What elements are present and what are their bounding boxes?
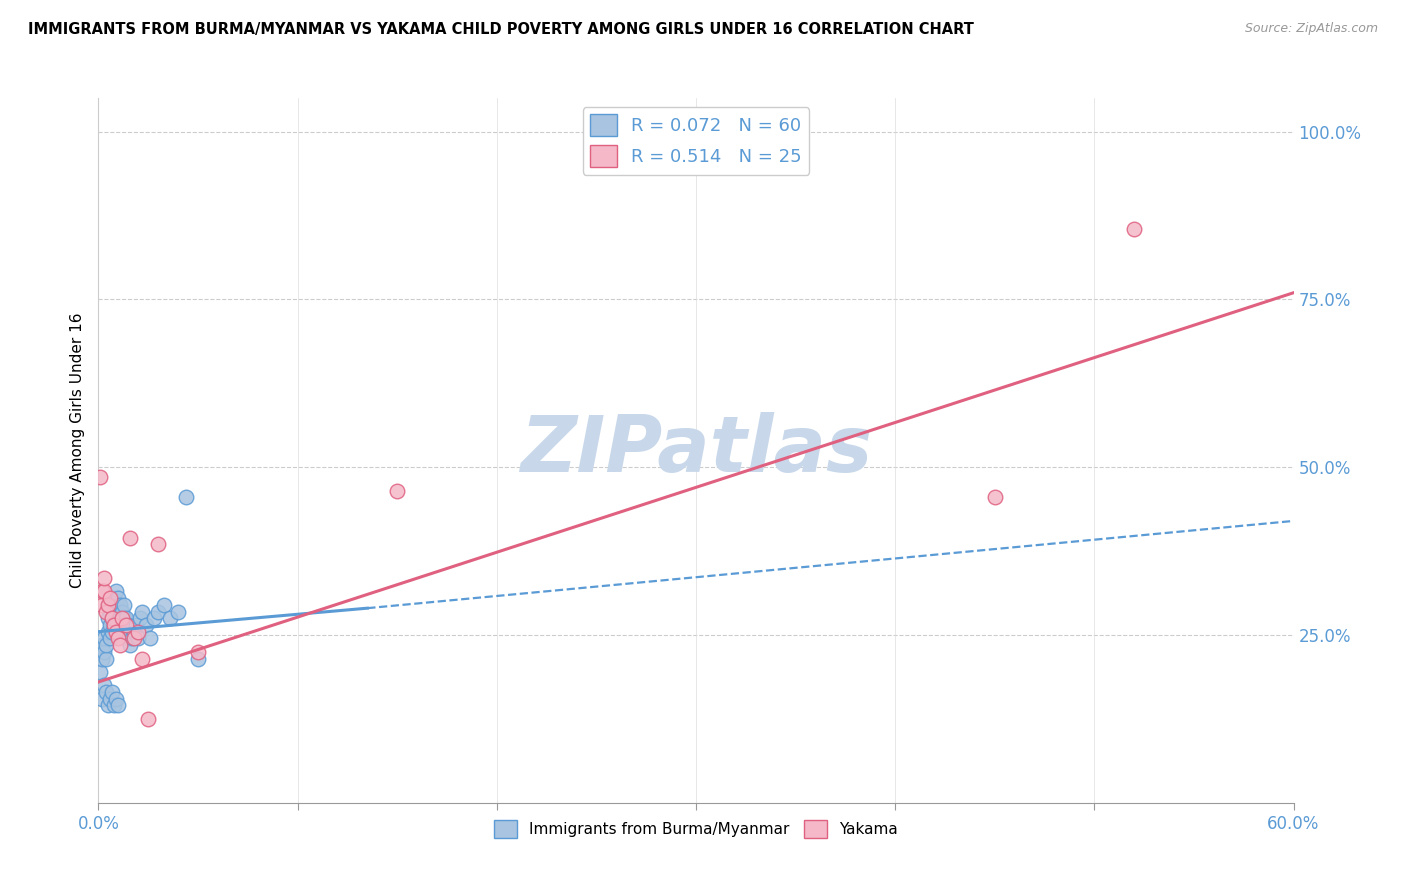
Point [101, 598, 124, 612]
Point [93, 645, 115, 659]
Point [105, 624, 128, 639]
Point [107, 698, 129, 713]
Point [91, 598, 114, 612]
Point [91, 638, 114, 652]
Point [159, 611, 181, 625]
Point [103, 605, 125, 619]
Point [110, 638, 132, 652]
Point [131, 651, 153, 665]
Point [385, 483, 409, 498]
Point [107, 632, 129, 646]
Point [107, 591, 129, 606]
Point [124, 632, 146, 646]
Point [115, 611, 138, 625]
Point [121, 632, 143, 646]
Point [107, 605, 129, 619]
Point [125, 618, 148, 632]
Point [127, 624, 149, 639]
Point [103, 698, 125, 713]
Point [101, 611, 124, 625]
Point [105, 611, 128, 625]
Point [91, 651, 114, 665]
Point [115, 624, 138, 639]
Point [96, 605, 118, 619]
Point [112, 611, 135, 625]
Point [91, 691, 114, 706]
Point [101, 624, 124, 639]
Point [129, 611, 152, 625]
Point [107, 618, 129, 632]
Point [111, 618, 134, 632]
Point [139, 632, 162, 646]
Point [131, 605, 153, 619]
Point [101, 611, 124, 625]
Point [167, 605, 190, 619]
Point [93, 584, 115, 599]
Point [97, 698, 120, 713]
Point [120, 531, 142, 545]
Text: IMMIGRANTS FROM BURMA/MYANMAR VS YAKAMA CHILD POVERTY AMONG GIRLS UNDER 16 CORRE: IMMIGRANTS FROM BURMA/MYANMAR VS YAKAMA … [28, 22, 974, 37]
Point [93, 571, 115, 585]
Point [115, 618, 138, 632]
Point [110, 598, 132, 612]
Point [98, 632, 122, 646]
Point [97, 598, 120, 612]
Point [93, 632, 115, 646]
Text: ZIPatlas: ZIPatlas [520, 412, 872, 489]
Text: Source: ZipAtlas.com: Source: ZipAtlas.com [1244, 22, 1378, 36]
Point [110, 611, 132, 625]
Point [103, 618, 125, 632]
Point [187, 651, 209, 665]
Point [97, 611, 120, 625]
Point [105, 691, 128, 706]
Point [105, 584, 128, 599]
Point [98, 691, 122, 706]
Point [148, 605, 170, 619]
Point [187, 645, 209, 659]
Point [91, 584, 114, 599]
Point [135, 618, 157, 632]
Point [89, 665, 111, 679]
Y-axis label: Child Poverty Among Girls Under 16: Child Poverty Among Girls Under 16 [69, 313, 84, 588]
Point [96, 685, 118, 699]
Point [96, 638, 118, 652]
Point [120, 638, 142, 652]
Point [97, 598, 120, 612]
Point [136, 712, 159, 726]
Point [98, 618, 122, 632]
Point [93, 678, 115, 692]
Point [89, 470, 111, 484]
Point [112, 598, 135, 612]
Point [111, 611, 134, 625]
Point [98, 605, 122, 619]
Point [153, 598, 176, 612]
Point [101, 685, 124, 699]
Point [148, 537, 170, 551]
Point [174, 491, 197, 505]
Point [105, 598, 128, 612]
Point [103, 618, 125, 632]
Point [103, 591, 125, 606]
Point [127, 632, 149, 646]
Point [984, 491, 1007, 505]
Point [97, 624, 120, 639]
Point [117, 618, 139, 632]
Point [143, 611, 166, 625]
Point [111, 605, 134, 619]
Point [98, 591, 122, 606]
Point [117, 632, 139, 646]
Point [96, 651, 118, 665]
Point [124, 624, 146, 639]
Point [1123, 222, 1146, 236]
Legend: Immigrants from Burma/Myanmar, Yakama: Immigrants from Burma/Myanmar, Yakama [488, 814, 904, 845]
